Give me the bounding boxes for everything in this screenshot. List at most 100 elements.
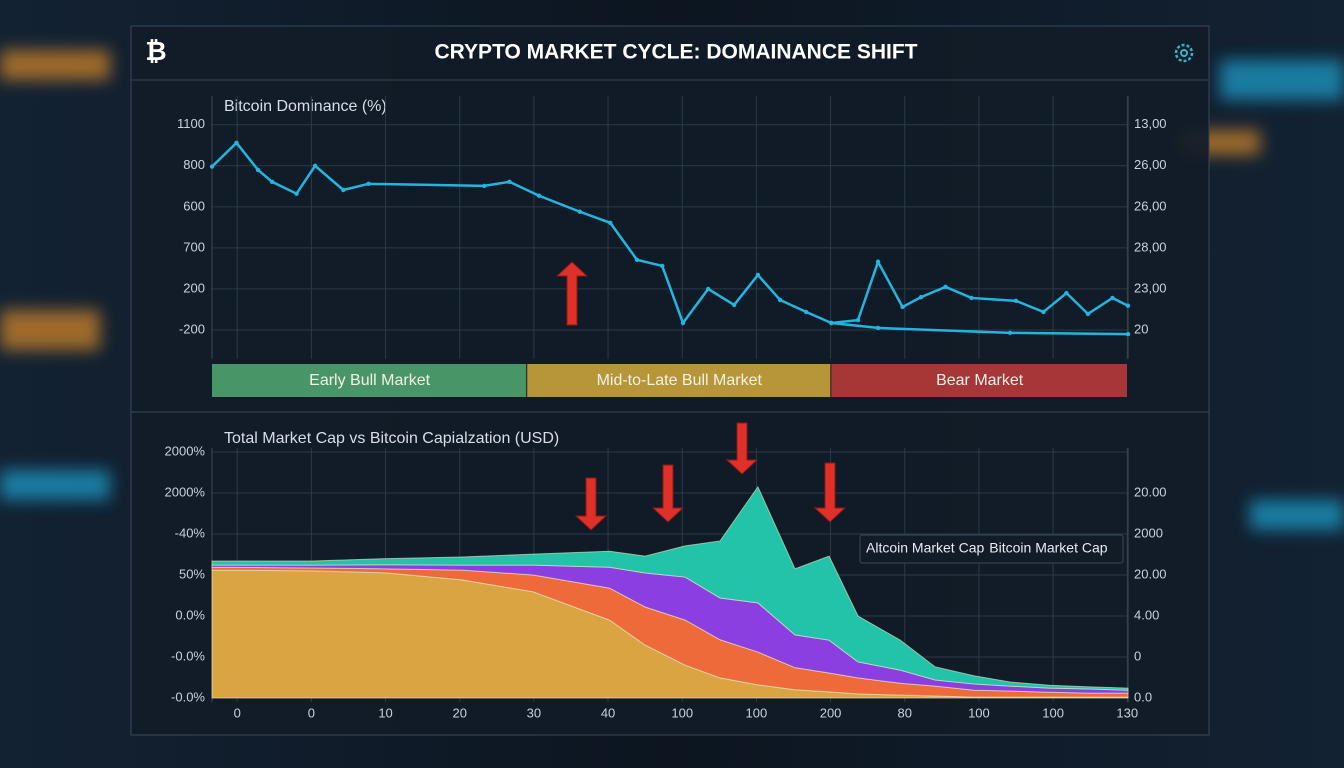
point (577, 209, 583, 214)
x-tick-label: 0 (308, 706, 315, 721)
point (777, 297, 783, 303)
point (900, 304, 905, 310)
point (875, 325, 881, 331)
area (211, 485, 1129, 691)
y-tick-label: -200 (179, 321, 205, 336)
y-tick-label: 800 (183, 157, 205, 172)
point (1125, 331, 1131, 337)
x-tick-label: 100 (671, 706, 693, 721)
point (731, 302, 737, 308)
point (1110, 295, 1115, 301)
legend-label: Bitcoin Market Cap (989, 540, 1107, 556)
point (234, 140, 239, 145)
point (1125, 303, 1131, 308)
point (366, 181, 371, 187)
y-tick-label: -0.0% (171, 648, 205, 663)
y2-tick-label: 0 (1134, 648, 1141, 663)
y-tick-label: 1100 (177, 116, 205, 131)
legend (859, 534, 1124, 564)
point (943, 284, 948, 290)
settings-icon[interactable] (1174, 43, 1194, 63)
line (831, 321, 1129, 336)
y2-tick-label: 13,00 (1134, 116, 1167, 131)
y2-tick-label: 0.0 (1134, 689, 1152, 704)
phase-label: Early Bull Market (309, 372, 430, 389)
point (294, 191, 299, 196)
x-tick-label: 0 (234, 706, 241, 721)
y2-tick-label: 26,00 (1134, 198, 1167, 213)
x-tick-label: 130 (1116, 706, 1138, 721)
y2-tick-label: 20.00 (1134, 566, 1167, 581)
point (705, 286, 711, 292)
point (1007, 330, 1013, 336)
x-tick-label: 200 (820, 706, 842, 721)
point (482, 183, 487, 189)
point (875, 259, 881, 265)
y2-tick-label: 23,00 (1134, 280, 1167, 295)
arrow (555, 261, 589, 326)
phase-band (831, 364, 1127, 397)
y2-tick-label: 26,00 (1134, 157, 1167, 172)
y-tick-label: -40% (175, 525, 206, 540)
point (1013, 298, 1019, 304)
x-tick-label: 10 (378, 706, 392, 721)
x-tick-label: 100 (1042, 706, 1064, 721)
arrow (813, 462, 847, 523)
point (255, 167, 261, 173)
x-tick-label: 30 (527, 706, 541, 721)
legend-label: Altcoin Market Cap (866, 540, 984, 556)
x-tick-label: 80 (898, 706, 912, 721)
point (660, 263, 665, 269)
x-tick-label: 100 (746, 706, 768, 721)
phase-band (527, 364, 831, 397)
point (680, 320, 686, 326)
point (312, 163, 318, 168)
point (536, 193, 542, 198)
point (507, 179, 512, 184)
y2-tick-label: 20.00 (1134, 484, 1167, 499)
point (634, 257, 640, 262)
arrow (574, 477, 608, 531)
point (855, 317, 861, 323)
x-tick-label: 40 (601, 706, 615, 721)
y2-tick-label: 28,00 (1134, 239, 1167, 254)
y2-tick-label: 4.00 (1134, 607, 1159, 622)
y-tick-label: 200 (183, 280, 205, 295)
phase-label: Bear Market (936, 372, 1024, 389)
point (269, 179, 275, 184)
x-tick-label: 100 (968, 706, 990, 721)
x-tick-label: 20 (452, 706, 466, 721)
point (1064, 290, 1069, 296)
point (829, 320, 834, 326)
point (969, 295, 974, 301)
phase-label: Mid-to-Late Bull Market (597, 372, 763, 389)
page-title: CRYPTO MARKET CYCLE: DOMAINANCE SHIFT (435, 41, 918, 64)
annotation-arrows (555, 261, 847, 531)
y-tick-label: 600 (183, 198, 205, 213)
y-tick-label: 2000% (165, 443, 206, 458)
background-glow (0, 50, 1344, 530)
arrow (725, 422, 759, 475)
arrow (651, 464, 685, 523)
line (211, 140, 1129, 326)
point (1041, 309, 1046, 315)
chart-title: Bitcoin Dominance (%) (224, 98, 387, 115)
y-tick-label: 700 (183, 239, 205, 254)
point (1085, 311, 1091, 317)
point (608, 220, 613, 226)
chart-title: Total Market Cap vs Bitcoin Capialzation… (224, 430, 559, 447)
y-tick-label: 2000% (165, 484, 206, 499)
point (209, 164, 215, 169)
logo: ₿ (145, 36, 166, 66)
point (755, 272, 761, 278)
y2-tick-label: 2000 (1134, 525, 1163, 540)
y2-tick-label: 20 (1134, 321, 1148, 336)
phase-band (212, 364, 527, 397)
y-tick-label: -0.0% (171, 689, 205, 704)
point (803, 309, 809, 315)
point (918, 294, 924, 300)
y-tick-label: 50% (179, 566, 205, 581)
y-tick-label: 0.0% (175, 607, 205, 622)
